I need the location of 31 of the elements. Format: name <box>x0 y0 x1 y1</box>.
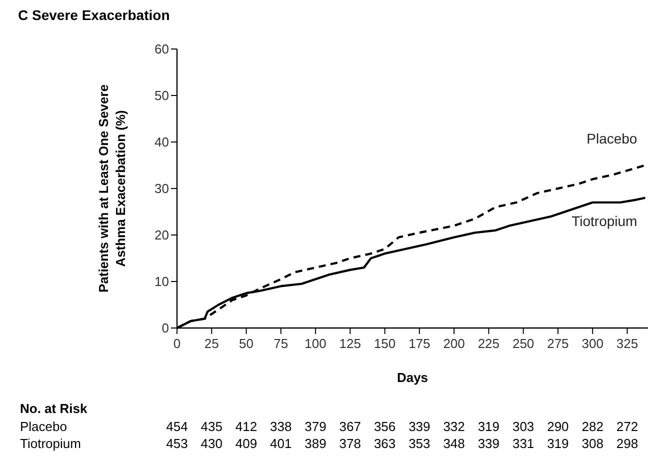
chart-title: C Severe Exacerbation <box>18 7 170 23</box>
x-tick-label: 150 <box>374 336 396 351</box>
x-tick-label: 200 <box>443 336 465 351</box>
x-tick-label: 225 <box>478 336 500 351</box>
x-tick-label: 75 <box>274 336 288 351</box>
text: Placebo <box>20 419 67 434</box>
y-tick-label: 40 <box>154 134 169 150</box>
y-axis-title: Patients with at Least One Severe Asthma Exacerbation (%) <box>96 84 128 293</box>
x-tick-label: 125 <box>339 336 362 351</box>
text: Tiotropium <box>20 436 81 451</box>
y-tick-label: 30 <box>154 181 169 196</box>
x-tick-label: 250 <box>512 336 534 351</box>
x-tick-label: 0 <box>173 336 181 351</box>
x-tick-label: 325 <box>616 336 638 351</box>
x-tick-label: 50 <box>239 336 254 351</box>
y-tick-label: 60 <box>154 42 169 57</box>
series-label: Tiotropium <box>572 212 638 229</box>
x-axis-title: Days <box>396 370 428 385</box>
text: 453 430 409 401 389 378 363 353 348 339 331 319 308 298 <box>166 436 638 451</box>
x-tick-label: 25 <box>204 336 219 351</box>
y-tick-label: 0 <box>162 320 169 336</box>
x-tick-label: 100 <box>304 336 326 351</box>
y-tick-label: 50 <box>154 88 169 104</box>
x-tick-label: 300 <box>582 336 604 351</box>
y-tick-label: 20 <box>154 228 169 243</box>
y-tick-label: 10 <box>154 274 169 290</box>
series-label: Placebo <box>586 130 638 146</box>
text: 454 435 412 338 379 367 356 339 332 319 303 290 282 272 <box>166 419 638 434</box>
text: No. at Risk <box>20 401 88 416</box>
x-tick-label: 175 <box>408 336 430 351</box>
x-tick-label: 275 <box>547 336 569 351</box>
